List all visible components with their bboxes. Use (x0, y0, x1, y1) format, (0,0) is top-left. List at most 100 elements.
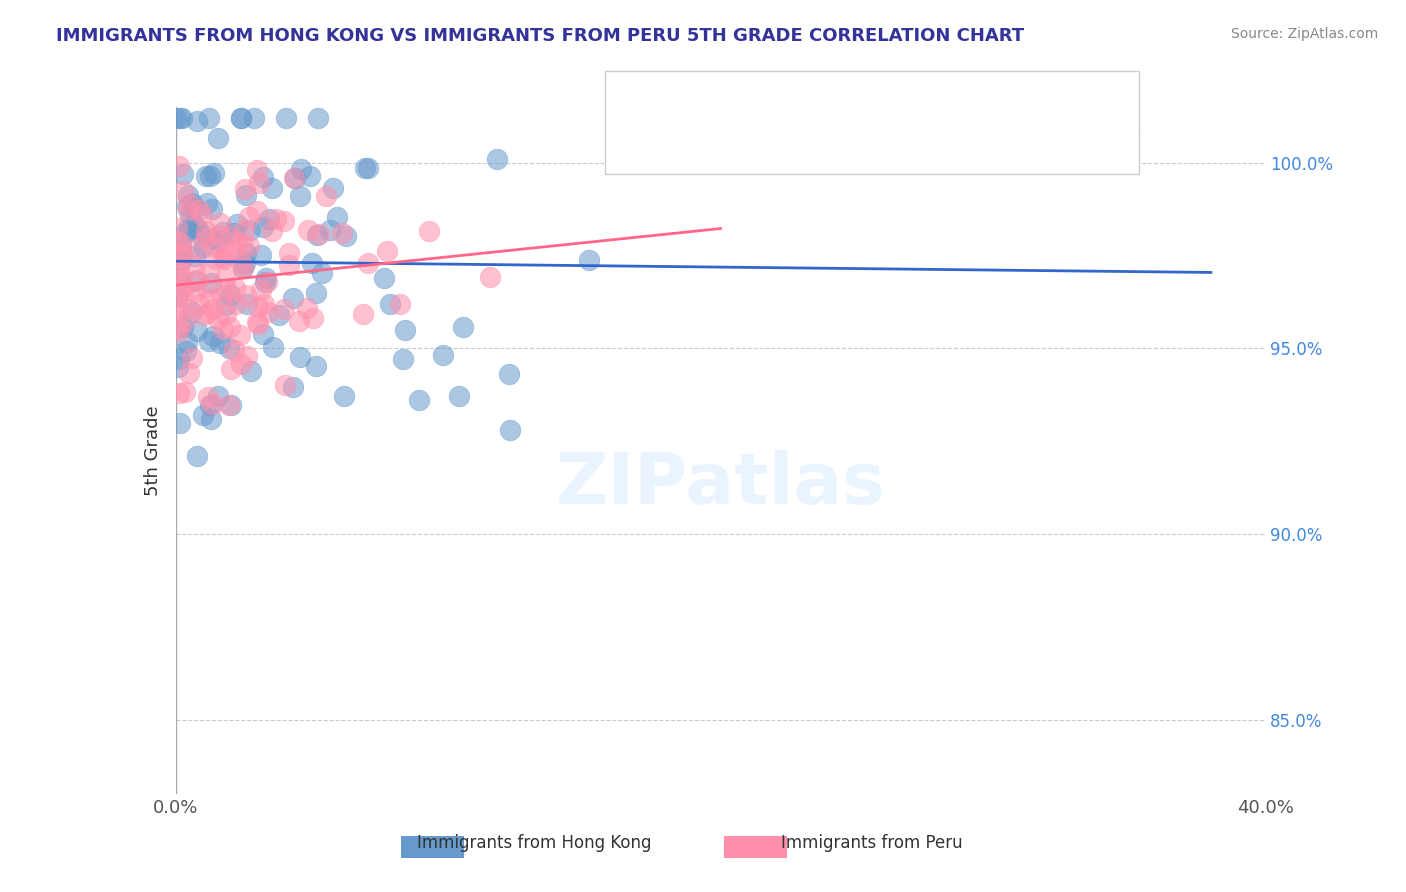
Point (333, 388, 356, 402)
Point (172, 319, 194, 334)
Point (225, 297, 247, 311)
Point (200, 292, 222, 306)
Point (418, 224, 440, 238)
Point (290, 350, 312, 364)
Point (408, 393, 430, 408)
Point (167, 319, 190, 334)
Point (283, 171, 305, 186)
Point (373, 270, 395, 285)
Point (197, 390, 219, 404)
Point (186, 324, 208, 338)
Point (217, 283, 239, 297)
Text: Source: ZipAtlas.com: Source: ZipAtlas.com (1230, 27, 1378, 41)
Point (167, 234, 190, 248)
Point (288, 314, 311, 328)
Point (235, 246, 257, 260)
Point (169, 111, 191, 125)
Point (215, 298, 238, 312)
Point (215, 307, 238, 321)
Point (202, 166, 225, 180)
Point (170, 239, 193, 253)
Point (184, 201, 207, 215)
Point (186, 114, 208, 128)
Point (305, 227, 328, 242)
Point (297, 222, 319, 236)
Point (247, 300, 270, 314)
Point (394, 323, 416, 337)
Point (224, 343, 246, 357)
Point (486, 152, 509, 166)
Point (214, 248, 236, 262)
Point (194, 279, 217, 293)
Point (188, 203, 211, 218)
Point (356, 161, 378, 175)
Point (191, 208, 214, 222)
Point (193, 240, 215, 254)
Point (195, 224, 218, 238)
Point (193, 308, 215, 322)
Point (198, 264, 221, 278)
Point (319, 223, 342, 237)
Point (305, 359, 328, 374)
Point (179, 223, 201, 237)
Point (177, 197, 200, 211)
Point (236, 349, 259, 363)
Point (201, 302, 224, 317)
Point (308, 227, 330, 241)
Point (233, 223, 256, 237)
Point (273, 302, 295, 317)
Point (186, 450, 208, 464)
Point (253, 297, 276, 311)
Point (257, 211, 280, 226)
Point (388, 297, 411, 311)
Point (218, 229, 240, 244)
Point (252, 220, 274, 235)
Point (254, 271, 277, 285)
Point (229, 357, 252, 371)
Point (264, 211, 287, 226)
Point (208, 216, 231, 230)
Point (262, 224, 284, 238)
Point (269, 308, 291, 322)
Point (225, 234, 247, 248)
Point (235, 288, 257, 302)
Point (498, 367, 520, 381)
Point (195, 230, 218, 244)
Point (172, 252, 194, 267)
Point (179, 207, 201, 221)
Point (243, 111, 266, 125)
Point (302, 311, 325, 326)
Point (284, 170, 307, 185)
Point (229, 111, 252, 125)
Point (1118, 126, 1140, 140)
Point (219, 398, 242, 412)
Point (184, 249, 207, 263)
Point (169, 324, 191, 338)
Point (299, 169, 322, 183)
Point (252, 169, 274, 184)
Point (233, 256, 256, 270)
Point (247, 318, 270, 332)
Point (194, 169, 217, 184)
Point (250, 248, 273, 262)
Point (231, 238, 253, 252)
Point (172, 184, 194, 198)
Point (177, 202, 200, 217)
Point (181, 304, 204, 318)
Point (311, 266, 333, 280)
Point (224, 281, 246, 295)
Point (256, 305, 278, 319)
Point (166, 289, 188, 303)
Point (262, 181, 284, 195)
Point (235, 188, 257, 202)
Text: Immigrants from Hong Kong: Immigrants from Hong Kong (418, 834, 651, 852)
Point (222, 226, 245, 240)
Point (256, 275, 278, 289)
Point (177, 220, 200, 235)
Point (200, 169, 222, 183)
Point (167, 301, 190, 315)
Point (297, 301, 319, 315)
Point (238, 210, 260, 224)
Point (281, 380, 304, 394)
Point (181, 196, 204, 211)
